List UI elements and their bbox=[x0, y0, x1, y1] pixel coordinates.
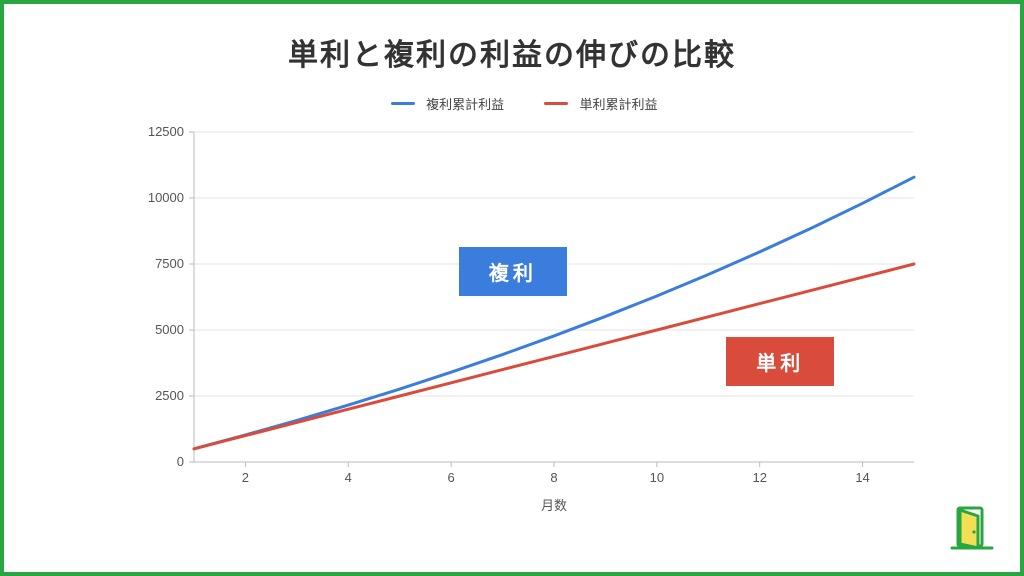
series-compound bbox=[194, 177, 914, 449]
chart-title: 単利と複利の利益の伸びの比較 bbox=[4, 30, 1020, 74]
y-axis: 0 2500 5000 7500 10000 12500 bbox=[148, 124, 194, 469]
gridlines bbox=[194, 132, 914, 462]
chart-svg: 0 2500 5000 7500 10000 12500 2 4 6 8 10 12 14 月数 bbox=[124, 120, 924, 520]
x-axis: 2 4 6 8 10 12 14 bbox=[194, 462, 914, 485]
chart-container: 複利累計利益 単利累計利益 0 2500 5000 7500 10000 12500 2 4 6… bbox=[124, 94, 924, 524]
svg-text:12: 12 bbox=[752, 470, 766, 485]
svg-text:6: 6 bbox=[448, 470, 455, 485]
legend-swatch-simple bbox=[544, 102, 568, 105]
svg-text:14: 14 bbox=[855, 470, 869, 485]
svg-text:2: 2 bbox=[242, 470, 249, 485]
legend: 複利累計利益 単利累計利益 bbox=[124, 94, 924, 113]
svg-text:2500: 2500 bbox=[155, 388, 184, 403]
legend-item-simple: 単利累計利益 bbox=[544, 94, 658, 113]
callout-0: 複利 bbox=[459, 247, 567, 296]
svg-text:7500: 7500 bbox=[155, 256, 184, 271]
svg-text:5000: 5000 bbox=[155, 322, 184, 337]
svg-text:10: 10 bbox=[650, 470, 664, 485]
legend-label-compound: 複利累計利益 bbox=[426, 97, 504, 112]
svg-text:12500: 12500 bbox=[148, 124, 184, 139]
callout-1: 単利 bbox=[726, 337, 834, 386]
svg-text:0: 0 bbox=[177, 454, 184, 469]
svg-text:8: 8 bbox=[550, 470, 557, 485]
x-axis-label: 月数 bbox=[541, 498, 567, 513]
legend-label-simple: 単利累計利益 bbox=[579, 97, 657, 112]
svg-text:4: 4 bbox=[345, 470, 352, 485]
legend-item-compound: 複利累計利益 bbox=[391, 94, 505, 113]
svg-text:10000: 10000 bbox=[148, 190, 184, 205]
brand-door-icon bbox=[946, 502, 998, 554]
legend-swatch-compound bbox=[391, 102, 415, 105]
outer-frame: 単利と複利の利益の伸びの比較 複利累計利益 単利累計利益 0 2500 5000 75… bbox=[0, 0, 1024, 576]
